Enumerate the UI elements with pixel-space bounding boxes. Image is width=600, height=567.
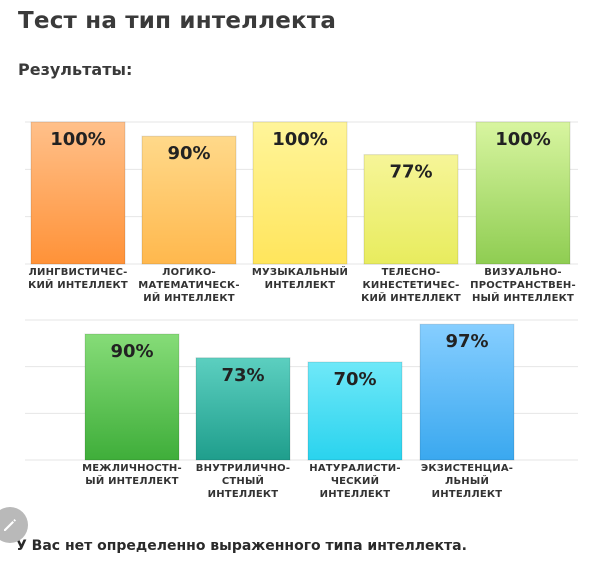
bar-value-label: 100% (272, 129, 328, 150)
bar-value-label: 100% (50, 129, 106, 150)
category-label: ВНУТРИЛИЧНО-СТНЫЙ ИНТЕЛЛЕКТ (196, 463, 290, 500)
bar (363, 154, 459, 265)
bar-value-label: 73% (221, 365, 264, 386)
result-conclusion: У Вас нет определенно выраженного типа и… (16, 538, 467, 554)
bar (84, 333, 180, 461)
bar (475, 121, 571, 265)
edit-button[interactable] (0, 507, 28, 543)
category-label: МУЗЫКАЛЬНЫЙ ИНТЕЛЛЕКТ (252, 265, 348, 291)
bar-value-label: 90% (167, 143, 210, 164)
bar (30, 121, 126, 265)
page-title: Тест на тип интеллекта (18, 8, 337, 34)
bars (30, 121, 571, 461)
results-heading: Результаты: (18, 60, 133, 79)
category-label: ЛИНГВИСТИЧЕС-КИЙ ИНТЕЛЛЕКТ (28, 267, 128, 291)
labels: 100% ЛИНГВИСТИЧЕС-КИЙ ИНТЕЛЛЕКТ 90% ЛОГИКО-… (28, 129, 576, 500)
category-label: ВИЗУАЛЬНО-ПРОСТРАНСТВЕН-НЫЙ ИНТЕЛЛЕКТ (470, 267, 576, 304)
bar-value-label: 100% (495, 129, 551, 150)
bar (141, 135, 237, 265)
pencil-icon (1, 516, 19, 534)
bar (307, 361, 403, 461)
bar-value-label: 90% (110, 341, 153, 362)
category-label: НАТУРАЛИСТИ-ЧЕСКИЙ ИНТЕЛЛЕКТ (309, 463, 400, 500)
bar (419, 323, 515, 461)
bar-value-label: 97% (445, 331, 488, 352)
bar (252, 121, 348, 265)
category-label: ЛОГИКО-МАТЕМАТИЧЕСК-ИЙ ИНТЕЛЛЕКТ (138, 267, 239, 304)
bar-value-label: 70% (333, 369, 376, 390)
category-label: ТЕЛЕСНО-КИНЕСТЕТИЧЕС-КИЙ ИНТЕЛЛЕКТ (361, 267, 461, 304)
category-label: ЭКЗИСТЕНЦИА-ЛЬНЫЙ ИНТЕЛЛЕКТ (421, 463, 513, 500)
bar-value-label: 77% (389, 162, 432, 183)
bar (195, 357, 291, 461)
category-label: МЕЖЛИЧНОСТН-ЫЙ ИНТЕЛЛЕКТ (82, 463, 182, 487)
